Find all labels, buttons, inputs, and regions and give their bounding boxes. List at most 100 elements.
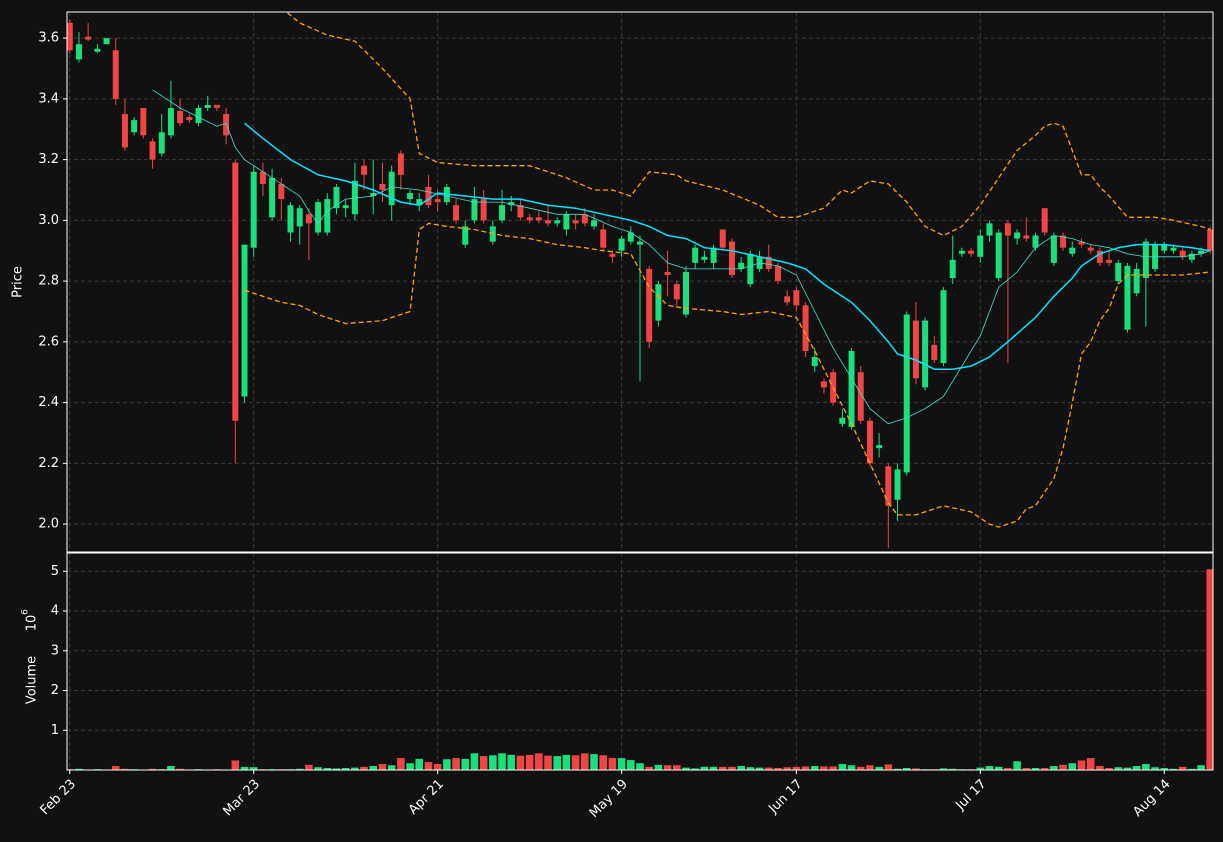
volume-bar: [1022, 768, 1031, 770]
candle-body: [646, 268, 653, 342]
volume-bar: [1206, 569, 1213, 770]
volume-bar: [645, 766, 653, 770]
candle-body: [453, 205, 460, 221]
volume-bar: [452, 758, 460, 770]
candle-body: [811, 357, 818, 367]
candle-body: [986, 223, 993, 236]
candle-body: [315, 202, 322, 233]
candle-body: [361, 165, 368, 175]
candle-body: [121, 114, 128, 148]
candle-body: [416, 199, 423, 206]
volume-bar: [673, 765, 681, 770]
x-tick-label: Jul 17: [953, 777, 990, 814]
candle-body: [765, 256, 772, 269]
volume-bar: [1160, 768, 1169, 770]
candle-body: [1179, 250, 1186, 257]
volume-bar: [1040, 768, 1049, 770]
y-tick-label: 5: [51, 564, 59, 579]
volume-bar: [875, 766, 883, 770]
x-tick-label: Mar 23: [220, 777, 263, 820]
candle-body: [388, 171, 395, 206]
volume-bar: [562, 754, 571, 770]
candle-body: [526, 217, 533, 221]
volume-bar: [1068, 763, 1077, 770]
volume-bar: [590, 754, 598, 770]
volume-bar: [866, 765, 874, 770]
candle-body: [839, 417, 846, 424]
candle-body: [259, 171, 266, 184]
price-axis-label: Price: [11, 266, 26, 298]
candle-body: [995, 232, 1002, 279]
candle-body: [75, 44, 82, 60]
volume-bar: [1096, 766, 1104, 770]
volume-bar: [1169, 768, 1178, 770]
volume-bar: [801, 766, 810, 770]
volume-bar: [1059, 764, 1067, 770]
candle-body: [425, 186, 432, 206]
candle-body: [609, 253, 616, 257]
volume-axis-label: Volume: [25, 656, 40, 704]
candle-body: [627, 232, 634, 242]
volume-bar: [691, 768, 699, 770]
candle-body: [1023, 235, 1030, 239]
candle-body: [848, 350, 855, 427]
candle-body: [600, 229, 607, 248]
candle-body: [949, 259, 956, 279]
volume-bar: [709, 766, 718, 770]
volume-bar: [525, 754, 534, 770]
candle-body: [269, 177, 276, 218]
volume-bar: [1114, 767, 1123, 770]
x-tick-label: Jun 17: [765, 777, 805, 817]
candle-body: [158, 132, 165, 154]
volume-bar: [774, 768, 782, 770]
volume-bar: [479, 756, 488, 770]
y-tick-label: 3.4: [38, 91, 59, 106]
volume-bar: [829, 766, 837, 770]
volume-bar: [1086, 758, 1095, 770]
candle-body: [204, 104, 211, 108]
volume-bar: [1151, 767, 1159, 770]
volume-bar: [378, 764, 387, 770]
candle-body: [1198, 250, 1205, 254]
volume-bar: [1031, 768, 1040, 770]
volume-bar: [663, 765, 672, 770]
candle-body: [1032, 235, 1039, 248]
candle-body: [407, 193, 414, 200]
volume-bar: [461, 758, 470, 770]
volume-bar: [167, 766, 175, 770]
volume-bar: [369, 766, 378, 770]
candle-body: [866, 420, 873, 464]
volume-bar: [121, 768, 129, 770]
volume-bar: [1077, 760, 1086, 770]
candle-body: [820, 381, 827, 388]
volume-bar: [470, 753, 479, 770]
candle-body: [885, 466, 892, 506]
candle-body: [241, 244, 248, 397]
volume-bar: [627, 760, 635, 770]
candle-body: [912, 320, 919, 379]
candle-body: [67, 22, 73, 51]
volume-bar: [1050, 766, 1058, 770]
candle-body: [499, 205, 506, 221]
volume-bar: [1188, 768, 1196, 770]
volume-bar: [856, 766, 865, 770]
volume-bar: [728, 766, 736, 770]
volume-bar: [820, 766, 828, 770]
candle-body: [1060, 235, 1067, 248]
y-tick-label: 2: [51, 683, 59, 698]
candle-body: [324, 199, 331, 233]
candle-body: [103, 38, 110, 45]
candle-body: [1087, 247, 1094, 251]
volume-bar: [387, 765, 396, 770]
candle-body: [149, 141, 156, 160]
candle-body: [977, 235, 984, 257]
volume-bar: [176, 768, 184, 770]
y-tick-label: 3: [51, 643, 59, 658]
candle-body: [894, 469, 901, 500]
volume-bar: [994, 766, 1003, 770]
candle-body: [940, 290, 947, 364]
candle-body: [167, 107, 174, 136]
volume-scale-exponent: 6: [21, 609, 31, 615]
volume-bar: [737, 766, 745, 770]
overlay-line: [285, 12, 1211, 237]
